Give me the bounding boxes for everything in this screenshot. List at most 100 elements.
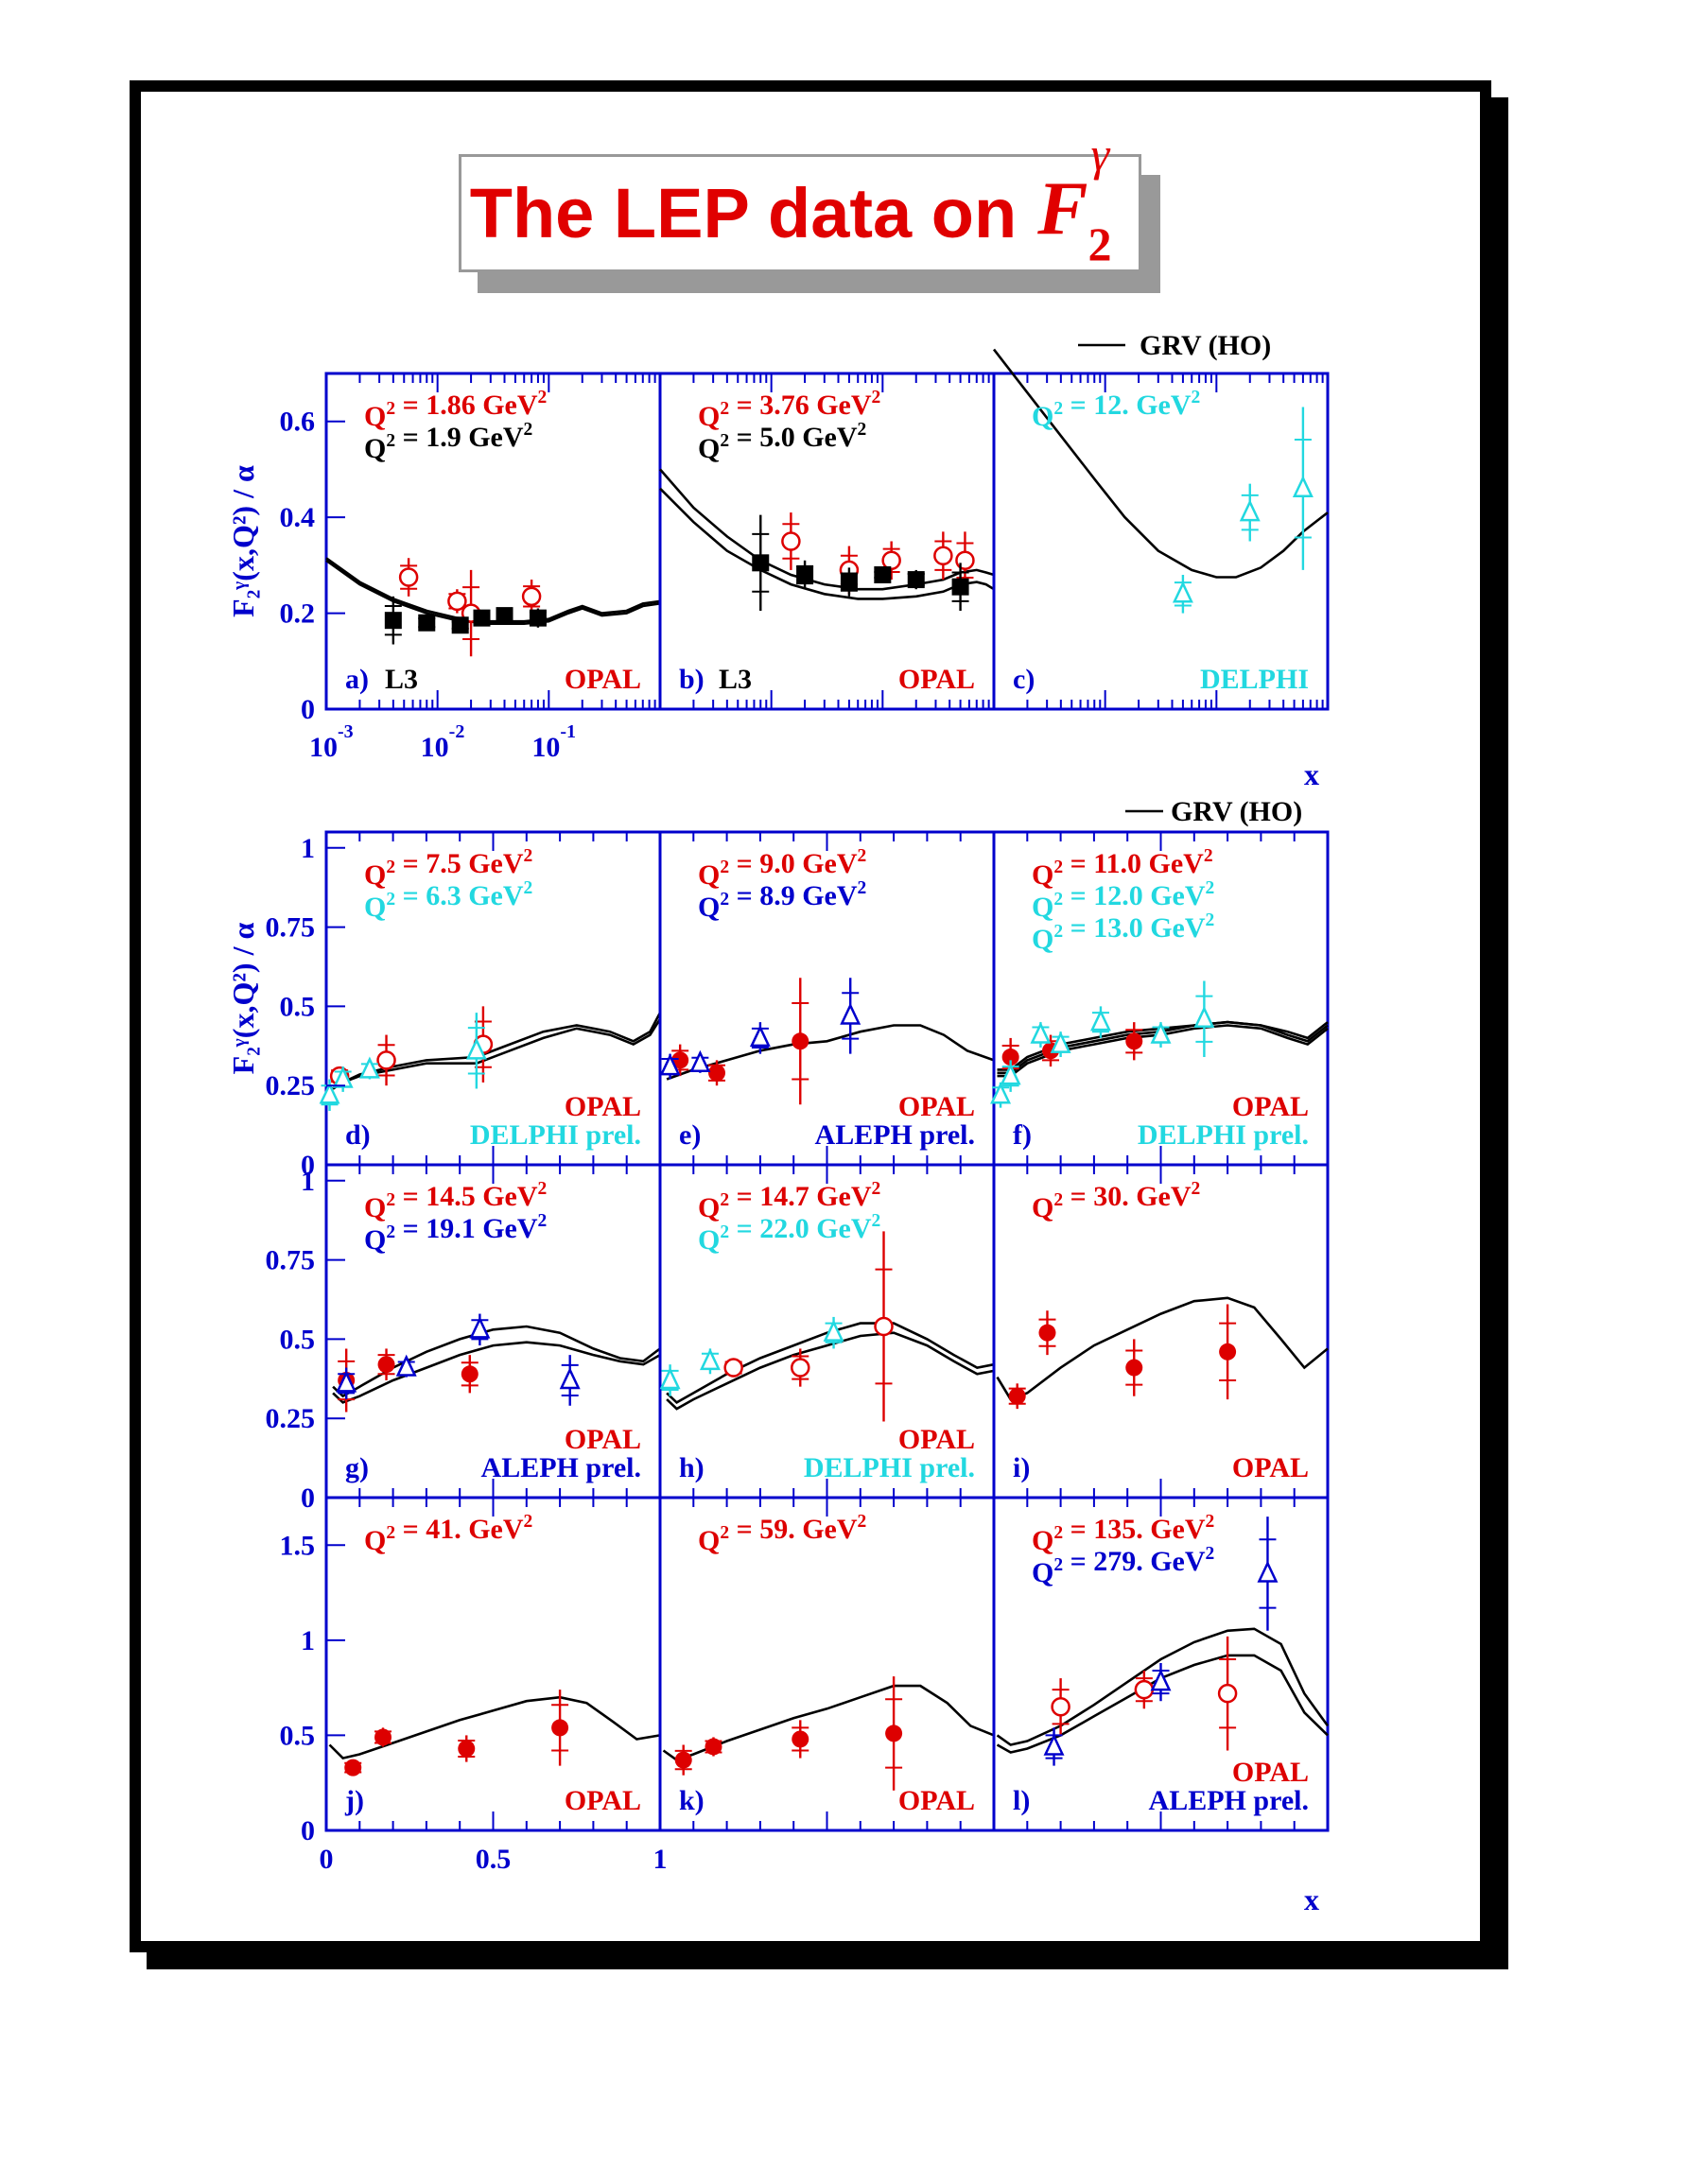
- data-point-aleph: [840, 1002, 861, 1025]
- data-point-delphi: [1089, 1009, 1111, 1031]
- grv-curve: [332, 1018, 662, 1090]
- panel-label: c): [1013, 664, 1035, 695]
- data-point-delphi: [1000, 1063, 1021, 1085]
- x-tick-label: 1: [653, 1844, 668, 1875]
- y-tick-label: 1: [301, 833, 315, 864]
- q2-label: Q2 = 19.1 GeV2: [364, 1211, 547, 1256]
- y-tick-label: 0.75: [266, 1245, 316, 1276]
- data-point-aleph: [559, 1367, 581, 1390]
- q2-label: Q2 = 30. GeV2: [1032, 1179, 1200, 1223]
- y-axis-title: F₂ᵞ(x,Q²) / α: [226, 923, 260, 1075]
- y-tick-label: 0.6: [280, 407, 316, 438]
- panel-label: k): [679, 1785, 705, 1816]
- panel-label: e): [679, 1119, 701, 1151]
- title-formula-sub: 2: [1088, 217, 1112, 270]
- x-tick-exponent: -2: [449, 721, 465, 742]
- data-point-opal: [344, 1759, 362, 1777]
- data-point-l3: [496, 607, 513, 625]
- q2-label: Q2 = 14.7 GeV2: [698, 1179, 880, 1223]
- data-point-opal: [1038, 1324, 1056, 1342]
- grv-curve: [992, 348, 1329, 579]
- panel-label: b): [679, 664, 705, 695]
- experiment-tag: OPAL: [1232, 1452, 1309, 1483]
- data-point-aleph: [395, 1354, 417, 1377]
- q2-label: Q2 = 1.9 GeV2: [364, 420, 532, 464]
- q2-label: Q2 = 135. GeV2: [1032, 1512, 1214, 1556]
- x-tick-label: 0: [320, 1844, 334, 1875]
- experiment-tag: DELPHI: [1200, 664, 1309, 695]
- grv-curve: [332, 1325, 661, 1398]
- y-axis-title: F₂ᵞ(x,Q²) / α: [226, 465, 260, 617]
- y-tick-label: 0.5: [280, 1720, 316, 1751]
- data-point-delphi: [1050, 1031, 1071, 1053]
- data-point-delphi: [358, 1056, 380, 1079]
- experiment-tag: OPAL: [1232, 1757, 1309, 1788]
- q2-label: Q2 = 8.9 GeV2: [698, 878, 866, 923]
- experiment-tag: OPAL: [565, 1091, 641, 1122]
- grv-curve: [332, 1341, 661, 1404]
- data-point-delphi: [990, 1082, 1012, 1104]
- y-tick-label: 0.5: [280, 1324, 316, 1355]
- q2-label: Q2 = 5.0 GeV2: [698, 420, 866, 464]
- data-point-delphi: [699, 1347, 721, 1371]
- y-tick-label: 0.4: [280, 502, 316, 533]
- y-tick-label: 0.75: [266, 912, 316, 944]
- experiment-tag: L3: [719, 664, 752, 695]
- data-point-opal: [792, 1032, 809, 1050]
- grv-curve: [662, 1684, 995, 1762]
- data-point-delphi: [1150, 1021, 1172, 1044]
- data-point-aleph: [689, 1049, 711, 1072]
- y-tick-label: 0: [301, 1150, 315, 1181]
- y-tick-label: 0: [301, 694, 315, 725]
- data-point-opal: [1219, 1343, 1237, 1361]
- experiment-tag: DELPHI prel.: [470, 1119, 641, 1151]
- y-tick-label: 0: [301, 1815, 315, 1846]
- x-tick-label: 10: [531, 732, 560, 763]
- experiment-tag: OPAL: [898, 1785, 975, 1816]
- grv-curve: [996, 1296, 1329, 1401]
- q2-label: Q2 = 12.0 GeV2: [1032, 878, 1214, 923]
- grv-curve: [659, 468, 995, 591]
- x-axis-title: x: [1304, 757, 1319, 791]
- panel-label: a): [345, 664, 369, 695]
- panel-label: i): [1013, 1452, 1030, 1483]
- data-point-opal: [781, 531, 801, 551]
- experiment-tag: L3: [385, 664, 418, 695]
- grv-curve: [666, 1331, 995, 1411]
- experiment-tag: OPAL: [565, 664, 641, 695]
- experiment-tag: OPAL: [1232, 1091, 1309, 1122]
- data-point-opal: [791, 1358, 810, 1378]
- data-point-opal: [955, 550, 975, 571]
- data-point-l3: [874, 566, 892, 583]
- grv-curve: [666, 1024, 995, 1081]
- y-tick-label: 0.25: [266, 1070, 316, 1101]
- q2-label: Q2 = 13.0 GeV2: [1032, 910, 1214, 955]
- x-tick-exponent: -3: [338, 721, 354, 742]
- q2-label: Q2 = 59. GeV2: [698, 1512, 866, 1556]
- y-tick-label: 1: [301, 1625, 315, 1656]
- experiment-tag: ALEPH prel.: [815, 1119, 975, 1151]
- panel-label: d): [345, 1119, 371, 1151]
- panel-label: g): [345, 1452, 369, 1483]
- grv-curve: [325, 557, 661, 623]
- title-formula-sup: γ: [1090, 128, 1110, 182]
- q2-label: Q2 = 41. GeV2: [364, 1512, 532, 1556]
- data-point-l3: [418, 614, 436, 632]
- data-point-opal: [1001, 1049, 1019, 1066]
- data-point-delphi: [659, 1367, 681, 1390]
- q2-label: Q2 = 14.5 GeV2: [364, 1179, 547, 1223]
- q2-label: Q2 = 22.0 GeV2: [698, 1211, 880, 1256]
- data-point-opal: [447, 591, 467, 612]
- data-point-opal: [792, 1730, 809, 1748]
- data-point-delphi: [465, 1037, 487, 1060]
- data-point-l3: [752, 554, 770, 572]
- data-point-delphi: [332, 1066, 354, 1088]
- data-point-opal: [723, 1358, 743, 1378]
- q2-label: Q2 = 3.76 GeV2: [698, 388, 880, 432]
- experiment-tag: ALEPH prel.: [1149, 1785, 1309, 1816]
- data-point-opal: [1217, 1683, 1238, 1704]
- q2-label: Q2 = 1.86 GeV2: [364, 388, 547, 432]
- panel-label: h): [679, 1452, 705, 1483]
- data-point-delphi: [1239, 499, 1261, 522]
- experiment-tag: DELPHI prel.: [1138, 1119, 1309, 1151]
